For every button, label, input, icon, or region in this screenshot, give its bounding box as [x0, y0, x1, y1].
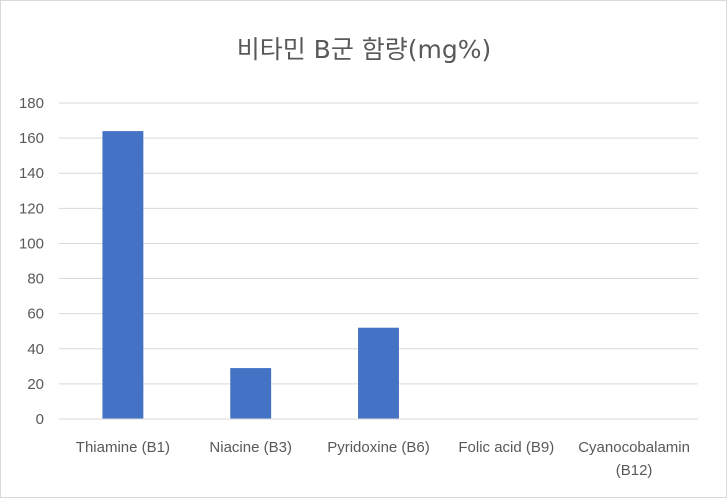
y-tick-label: 20	[27, 376, 44, 393]
y-tick-label: 180	[19, 95, 44, 112]
grid-lines	[59, 102, 698, 385]
y-tick-label: 100	[19, 235, 44, 252]
bars	[102, 131, 399, 420]
bar	[230, 368, 272, 419]
y-tick-label: 40	[27, 341, 44, 358]
y-tick-label: 140	[19, 165, 44, 182]
x-tick-label: Pyridoxine (B6)	[327, 439, 430, 456]
y-tick-label: 0	[36, 411, 44, 428]
x-axis-ticks: Thiamine (B1) Niacine (B3) Pyridoxine (B6)…	[76, 439, 690, 479]
x-tick-label: Thiamine (B1)	[76, 439, 170, 456]
chart-title: 비타민 B군 함량(mg%)	[237, 35, 492, 64]
y-tick-label: 160	[19, 130, 44, 147]
y-axis-ticks: 0 20 40 60 80 100 120 140 160 180	[19, 95, 44, 428]
bar	[102, 131, 144, 420]
x-tick-label: Niacine (B3)	[209, 439, 292, 456]
y-tick-label: 60	[27, 306, 44, 323]
x-tick-label: Folic acid (B9)	[458, 439, 554, 456]
y-tick-label: 120	[19, 200, 44, 217]
bar	[358, 327, 399, 419]
x-tick-label: Cyanocobalamin (B12)	[578, 439, 690, 479]
y-tick-label: 80	[27, 271, 44, 288]
